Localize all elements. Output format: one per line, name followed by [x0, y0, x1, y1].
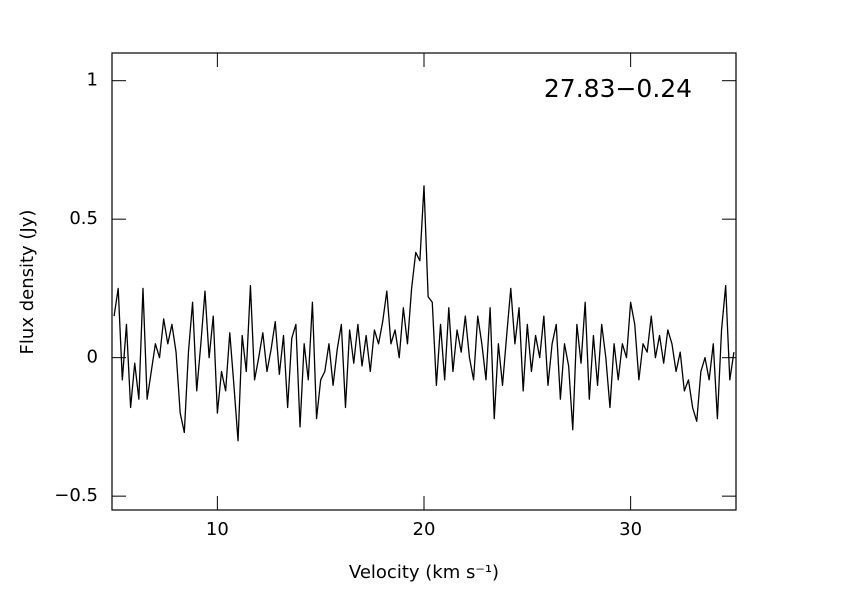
y-tick-label: 0.5: [69, 208, 98, 229]
y-tick-label: −0.5: [54, 485, 98, 506]
x-tick-label: 10: [206, 519, 229, 540]
y-tick-label: 1: [87, 70, 98, 91]
spectrum-line: [113, 185, 735, 442]
x-axis-label: Velocity (km s⁻¹): [349, 562, 499, 583]
annotation: 27.83−0.24: [544, 74, 692, 103]
x-tick-label: 30: [619, 519, 642, 540]
plot-frame: [111, 52, 737, 511]
y-axis-label: Flux density (Jy): [17, 210, 38, 355]
y-tick-label: 0: [87, 347, 98, 368]
x-tick-label: 20: [413, 519, 436, 540]
